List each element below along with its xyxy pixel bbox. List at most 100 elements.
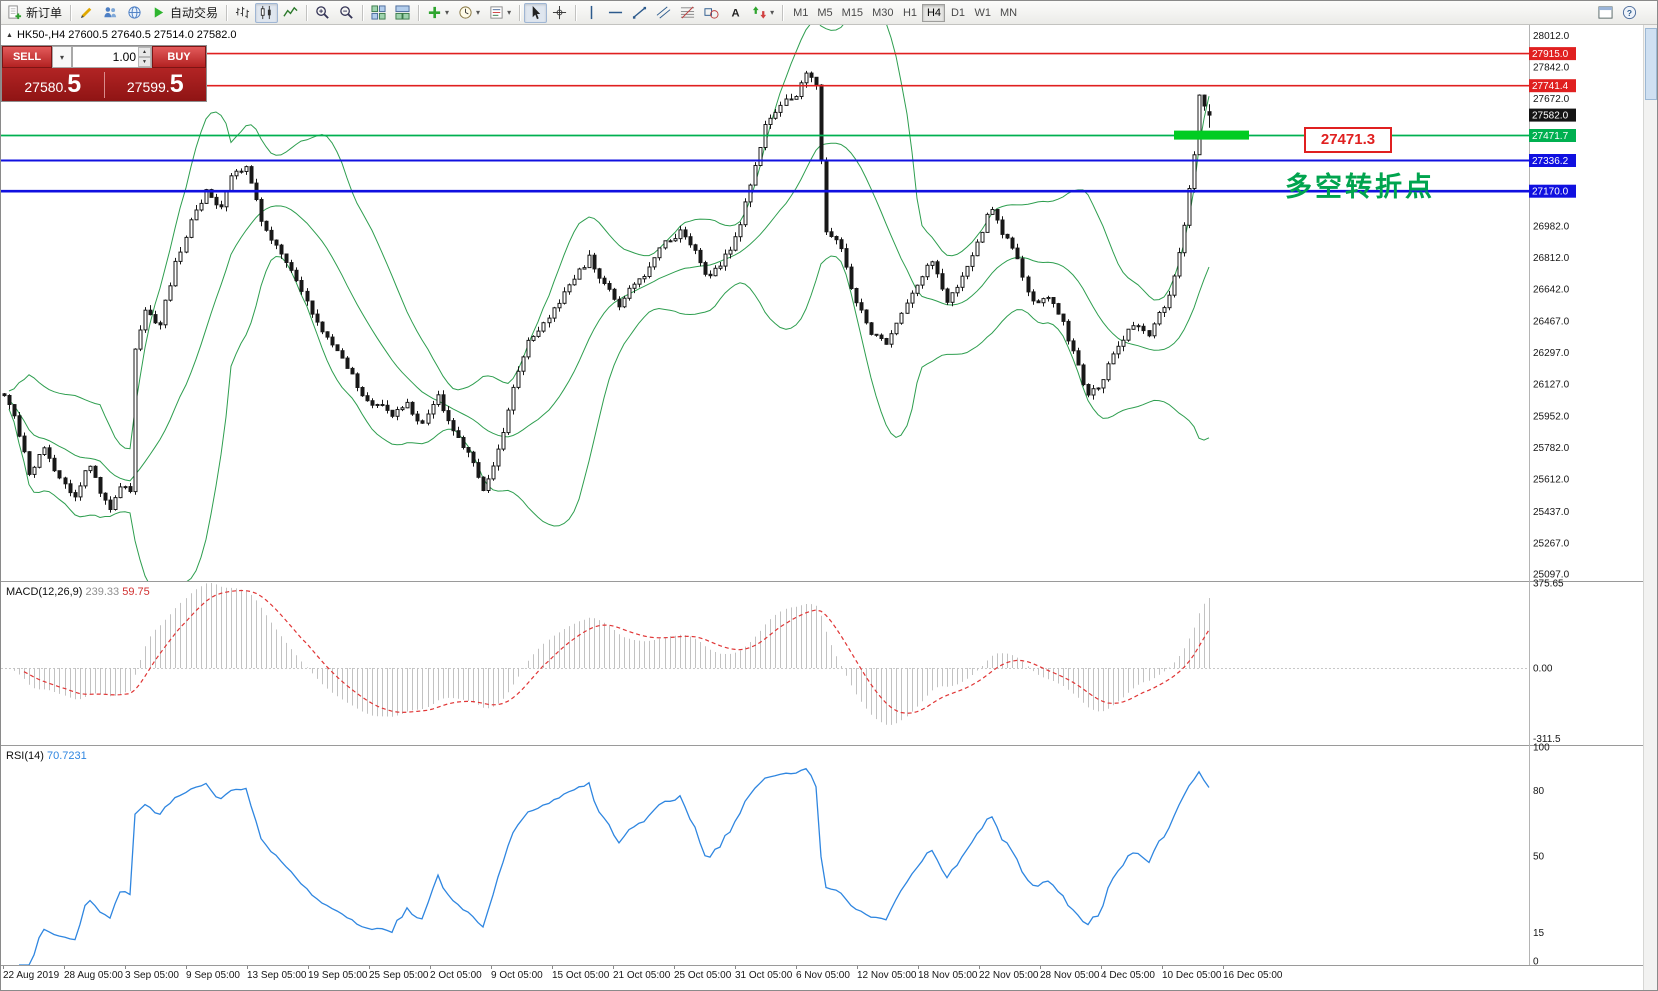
macd-signal-value: 59.75	[122, 586, 150, 598]
experts-button[interactable]	[99, 3, 122, 23]
periods-button[interactable]: ▾	[454, 3, 484, 23]
vertical-scrollbar[interactable]	[1643, 25, 1657, 990]
rsi-label: RSI(14) 70.7231	[6, 750, 87, 762]
timeframe-m30-button[interactable]: M30	[868, 4, 897, 22]
cursor-button[interactable]	[524, 2, 548, 23]
globe-icon	[127, 5, 142, 20]
svg-text:50: 50	[1533, 852, 1545, 863]
highlight-segment[interactable]	[1174, 130, 1249, 140]
svg-text:27842.0: 27842.0	[1533, 63, 1570, 74]
bars-icon	[235, 5, 250, 20]
svg-text:100: 100	[1533, 743, 1550, 754]
new-order-button-label: 新订单	[26, 6, 63, 20]
arrows-button[interactable]: ▾	[748, 3, 778, 23]
time-axis[interactable]: 22 Aug 2019 28 Aug 05:00 3 Sep 05:00 9 Sep …	[3, 966, 1283, 981]
svg-text:25782.0: 25782.0	[1533, 443, 1570, 454]
svg-text:80: 80	[1533, 786, 1545, 797]
symbol-marker-icon: ▲	[6, 31, 13, 39]
bollinger-bands	[8, 25, 1210, 581]
text-icon: A	[728, 5, 743, 20]
svg-text:25097.0: 25097.0	[1533, 570, 1570, 581]
toolbar-separator	[70, 4, 72, 21]
trade-controls-row: SELL ▾ ▲ ▼ BUY	[2, 46, 206, 68]
volume-decrease-button[interactable]: ▼	[138, 57, 151, 67]
price-axis[interactable]: 28012.0 27842.0 27672.0 26982.0 26812.0 26642…	[1529, 31, 1576, 968]
svg-text:4 Dec 05:00: 4 Dec 05:00	[1101, 970, 1155, 981]
svg-text:26127.0: 26127.0	[1533, 379, 1570, 390]
timeframe-d1-button[interactable]: D1	[946, 4, 969, 22]
svg-text:26812.0: 26812.0	[1533, 253, 1570, 264]
svg-text:28012.0: 28012.0	[1533, 31, 1570, 42]
svg-text:31 Oct 05:00: 31 Oct 05:00	[735, 970, 793, 981]
channel-icon	[656, 5, 671, 20]
svg-text:15: 15	[1533, 928, 1545, 939]
metaeditor-button[interactable]	[75, 3, 98, 23]
price-divider	[103, 71, 105, 98]
zoomin-icon	[315, 5, 330, 20]
autotrading-button[interactable]: 自动交易	[147, 3, 222, 23]
caret-down-icon: ▾	[770, 8, 775, 17]
svg-text:13 Sep 05:00: 13 Sep 05:00	[247, 970, 307, 981]
fibonacci-button[interactable]	[676, 3, 699, 23]
volume-input[interactable]	[73, 47, 138, 67]
timeframe-m5-button[interactable]: M5	[813, 4, 836, 22]
help-button[interactable]: ?	[1618, 3, 1641, 23]
sell-price[interactable]: 27580.5	[24, 70, 82, 98]
buy-price[interactable]: 27599.5	[126, 70, 184, 98]
toolbar-separator	[519, 4, 521, 21]
svg-text:27582.0: 27582.0	[1532, 111, 1569, 122]
volume-field: ▲ ▼	[72, 46, 152, 68]
buy-button[interactable]: BUY	[152, 46, 206, 68]
play-icon	[151, 5, 166, 20]
crosshair-button[interactable]	[548, 3, 571, 23]
svg-text:2 Oct 05:00: 2 Oct 05:00	[430, 970, 482, 981]
order-type-dropdown[interactable]: ▾	[52, 46, 72, 68]
channel-button[interactable]	[652, 3, 675, 23]
candlestick-chart-button[interactable]	[255, 2, 279, 23]
rsi-value: 70.7231	[46, 750, 87, 762]
timeframe-m15-button[interactable]: M15	[838, 4, 867, 22]
clock-icon	[458, 5, 473, 20]
svg-text:21 Oct 05:00: 21 Oct 05:00	[613, 970, 671, 981]
zoomout-icon	[339, 5, 354, 20]
sell-button[interactable]: SELL	[2, 46, 52, 68]
horizontal-line-button[interactable]	[604, 3, 627, 23]
timeframe-m1-button[interactable]: M1	[789, 4, 812, 22]
trendline-button[interactable]	[628, 3, 651, 23]
one-click-trading-panel: SELL ▾ ▲ ▼ BUY 27580.5 27599.5	[1, 45, 207, 102]
zoom-in-button[interactable]	[311, 3, 334, 23]
volume-increase-button[interactable]: ▲	[138, 47, 151, 57]
svg-text:26467.0: 26467.0	[1533, 317, 1570, 328]
plus-icon	[427, 5, 442, 20]
svg-text:-311.5: -311.5	[1533, 734, 1561, 745]
new-order-button[interactable]: 新订单	[3, 3, 66, 23]
timeframe-w1-button[interactable]: W1	[970, 4, 995, 22]
symbol-ohlc-text: HK50-,H4 27600.5 27640.5 27514.0 27582.0	[16, 29, 237, 41]
volume-spinner: ▲ ▼	[138, 47, 151, 67]
timeframe-h4-button[interactable]: H4	[922, 3, 946, 22]
tile-windows-button[interactable]	[367, 3, 390, 23]
scrollbar-thumb[interactable]	[1645, 28, 1657, 100]
new-chart-window-button[interactable]	[1594, 3, 1617, 23]
fibo-icon	[680, 5, 695, 20]
svg-text:10 Dec 05:00: 10 Dec 05:00	[1162, 970, 1222, 981]
timeframe-h1-button[interactable]: H1	[898, 4, 921, 22]
svg-text:28 Nov 05:00: 28 Nov 05:00	[1040, 970, 1100, 981]
top-toolbar: 新订单 自动交易 ▾ ▾ ▾ A ▾ M1 M5 M15 M30 H1 H4 D1 W1 MN?	[1, 1, 1657, 25]
zoom-out-button[interactable]	[335, 3, 358, 23]
indicators-button[interactable]: ▾	[423, 3, 453, 23]
svg-text:25 Oct 05:00: 25 Oct 05:00	[674, 970, 732, 981]
price-annotation-box[interactable]: 27471.3	[1304, 127, 1392, 153]
text-button[interactable]: A	[724, 3, 747, 23]
line-chart-button[interactable]	[279, 3, 302, 23]
web-terminal-button[interactable]	[123, 3, 146, 23]
caret-down-icon: ▾	[507, 8, 512, 17]
vertical-line-button[interactable]	[580, 3, 603, 23]
timeframe-mn-button[interactable]: MN	[996, 4, 1021, 22]
arrange-windows-button[interactable]	[391, 3, 414, 23]
templates-button[interactable]: ▾	[485, 3, 515, 23]
turning-point-label[interactable]: 多空转折点	[1285, 172, 1435, 202]
bar-chart-button[interactable]	[231, 3, 254, 23]
shapes-button[interactable]	[700, 3, 723, 23]
